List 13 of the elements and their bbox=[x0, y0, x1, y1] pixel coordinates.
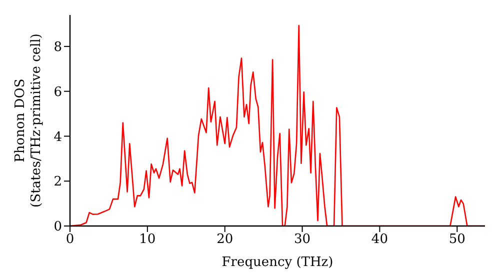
x-tick-label: 0 bbox=[66, 232, 74, 248]
x-tick-label: 30 bbox=[294, 232, 311, 248]
y-tick-label: 6 bbox=[54, 84, 62, 100]
x-tick-label: 20 bbox=[216, 232, 234, 248]
y-tick-label: 8 bbox=[54, 40, 62, 56]
y-tick-label: 4 bbox=[54, 130, 62, 145]
x-axis-title: Frequency (THz) bbox=[222, 255, 334, 270]
y-axis-title: Phonon DOS (States/THz·primitive cell) bbox=[13, 33, 44, 208]
y-tick-label: 0 bbox=[54, 220, 62, 235]
x-tick-label: 50 bbox=[448, 232, 466, 248]
x-tick-label: 10 bbox=[139, 232, 156, 248]
x-tick-label: 40 bbox=[371, 232, 388, 248]
y-tick-label: 2 bbox=[54, 174, 62, 190]
